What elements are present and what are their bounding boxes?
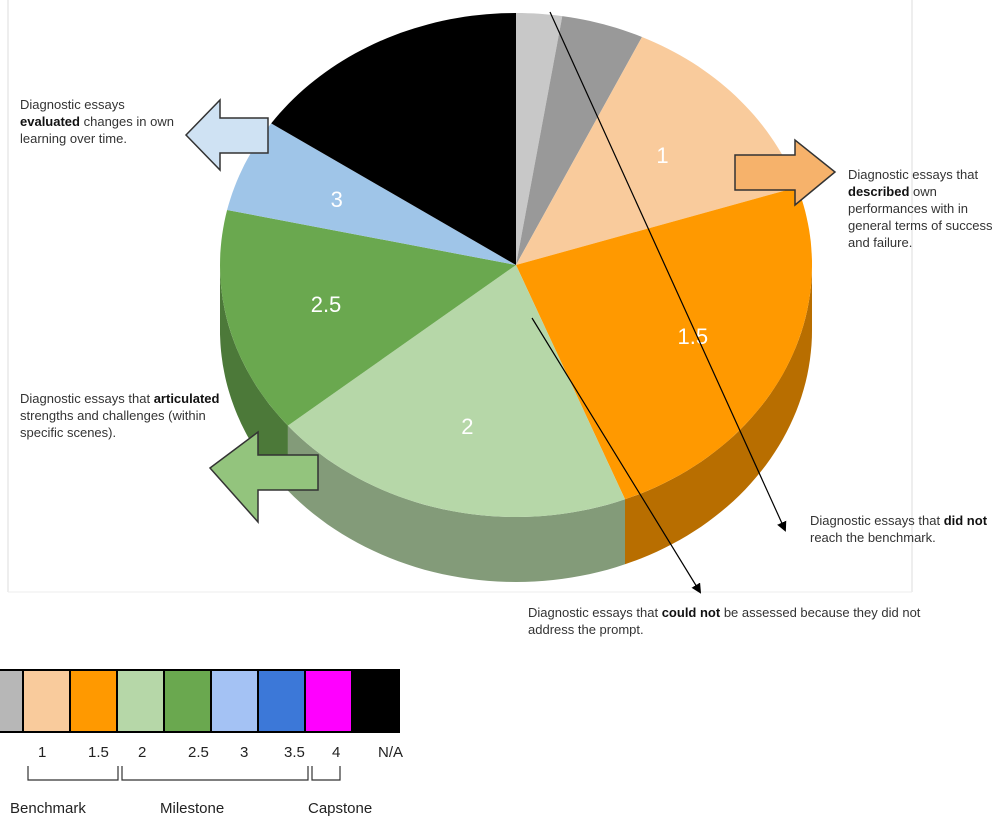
legend-tick: 2: [138, 744, 147, 761]
arrow-described: [734, 138, 837, 207]
legend-swatch: [351, 669, 400, 733]
legend-swatch: [116, 669, 165, 733]
pie-slice: [271, 13, 516, 265]
note-articulated: Diagnostic essays that articulated stren…: [20, 391, 220, 440]
legend-tick: 3.5: [284, 744, 305, 761]
pie-slice: [220, 210, 516, 426]
pie-slice: [516, 13, 563, 265]
legend-tick: 1: [38, 744, 47, 761]
pointer-could-not: [531, 317, 702, 594]
legend-group-milestone: Milestone: [160, 800, 225, 817]
legend-swatch: [257, 669, 306, 733]
pie-slice-label: 1: [656, 143, 668, 168]
legend-swatches: [0, 669, 400, 733]
pie-slice: [516, 187, 812, 500]
note-did-not: Diagnostic essays that did not reach the…: [810, 513, 988, 545]
legend-tick: 4: [332, 744, 341, 761]
pie-slice: [516, 37, 798, 265]
pie-slice-label: 2: [461, 414, 473, 439]
legend-swatch: [210, 669, 259, 733]
legend-swatch: [163, 669, 212, 733]
pie-depth: [220, 265, 812, 582]
legend-tick: 1.5: [88, 744, 109, 761]
bracket-capstone: [311, 766, 341, 781]
legend-swatch: [304, 669, 353, 733]
legend-group-capstone: Capstone: [308, 800, 373, 817]
pointer-did-not: [549, 11, 787, 532]
bracket-milestone: [121, 766, 309, 781]
pie-slice-side: [625, 265, 812, 565]
legend-swatch: [22, 669, 71, 733]
pie-slice: [516, 16, 642, 265]
note-described: Diagnostic essays that described own per…: [848, 167, 993, 250]
arrow-articulated: [208, 430, 319, 524]
pie-slice: [287, 265, 625, 517]
pie-top: [220, 13, 812, 517]
pie-slice-side: [287, 425, 625, 582]
legend-tick: 3: [240, 744, 249, 761]
legend-brackets: [27, 766, 341, 781]
note-could-not: Diagnostic essays that could not be asse…: [528, 605, 921, 637]
pie-labels: 11.522.53: [311, 143, 708, 439]
note-evaluated: Diagnostic essays evaluated changes in o…: [20, 97, 174, 146]
pie-slice-side: [220, 265, 288, 491]
pie-slice: [227, 123, 516, 266]
bracket-benchmark: [27, 766, 119, 781]
legend-swatch: [0, 669, 24, 733]
legend-tick: N/A: [378, 744, 404, 761]
legend-tick: 2.5: [188, 744, 209, 761]
legend-swatch: [69, 669, 118, 733]
pie-slice-label: 2.5: [311, 292, 342, 317]
legend-group-benchmark: Benchmark: [10, 800, 86, 817]
pie-slice-label: 3: [331, 187, 343, 212]
arrow-evaluated: [184, 98, 269, 172]
